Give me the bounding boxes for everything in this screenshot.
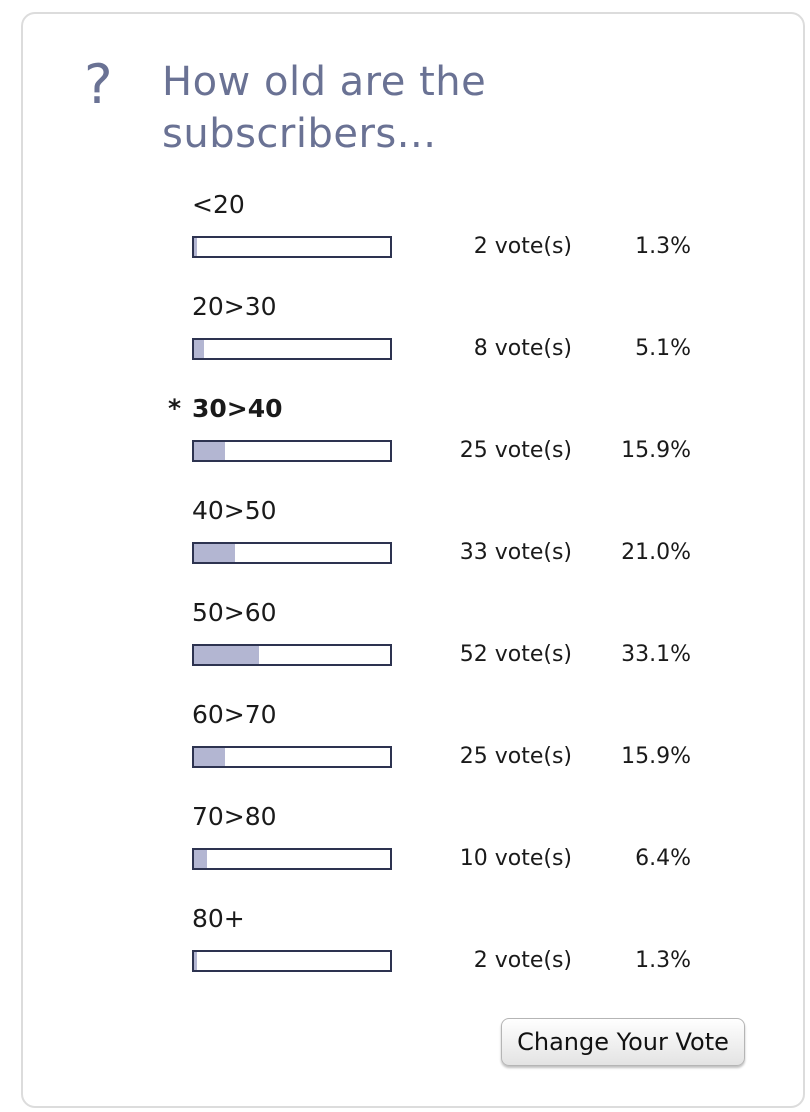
result-bar	[192, 848, 392, 870]
vote-count: 8 vote(s)	[473, 336, 572, 361]
vote-percent: 15.9%	[621, 438, 691, 463]
vote-percent: 1.3%	[635, 234, 691, 259]
poll-option: <20 2 vote(s) 1.3%	[0, 190, 810, 292]
vote-count: 25 vote(s)	[459, 438, 572, 463]
result-bar	[192, 338, 392, 360]
poll-option: * 30>40 25 vote(s) 15.9%	[0, 394, 810, 496]
option-label: 80+	[192, 904, 245, 933]
vote-count: 52 vote(s)	[459, 642, 572, 667]
result-bar-fill	[194, 544, 235, 562]
vote-count: 2 vote(s)	[473, 234, 572, 259]
result-bar-fill	[194, 952, 197, 970]
result-bar-fill	[194, 748, 225, 766]
poll-option: 40>50 33 vote(s) 21.0%	[0, 496, 810, 598]
option-label: 50>60	[192, 598, 277, 627]
vote-percent: 33.1%	[621, 642, 691, 667]
poll-option: 20>30 8 vote(s) 5.1%	[0, 292, 810, 394]
poll-option: 60>70 25 vote(s) 15.9%	[0, 700, 810, 802]
option-label: 70>80	[192, 802, 277, 831]
result-bar	[192, 644, 392, 666]
vote-percent: 21.0%	[621, 540, 691, 565]
vote-percent: 5.1%	[635, 336, 691, 361]
question-mark-icon: ?	[84, 53, 113, 116]
poll-option: 80+ 2 vote(s) 1.3%	[0, 904, 810, 1006]
poll-option: 50>60 52 vote(s) 33.1%	[0, 598, 810, 700]
option-label: 20>30	[192, 292, 277, 321]
change-your-vote-button[interactable]: Change Your Vote	[501, 1018, 745, 1066]
result-bar	[192, 542, 392, 564]
option-label-selected: 30>40	[192, 394, 283, 423]
result-bar	[192, 440, 392, 462]
result-bar	[192, 746, 392, 768]
option-label: 40>50	[192, 496, 277, 525]
result-bar	[192, 236, 392, 258]
result-bar-fill	[194, 340, 204, 358]
vote-count: 25 vote(s)	[459, 744, 572, 769]
result-bar-fill	[194, 850, 207, 868]
option-label: 60>70	[192, 700, 277, 729]
vote-count: 2 vote(s)	[473, 948, 572, 973]
result-bar-fill	[194, 238, 197, 256]
option-label: <20	[192, 190, 245, 219]
poll-option: 70>80 10 vote(s) 6.4%	[0, 802, 810, 904]
vote-percent: 1.3%	[635, 948, 691, 973]
selected-marker: *	[168, 394, 182, 423]
poll-question: How old are the subscribers...	[162, 59, 487, 157]
result-bar	[192, 950, 392, 972]
vote-percent: 15.9%	[621, 744, 691, 769]
result-bar-fill	[194, 442, 225, 460]
vote-count: 10 vote(s)	[459, 846, 572, 871]
vote-count: 33 vote(s)	[459, 540, 572, 565]
poll-card	[21, 12, 805, 1108]
result-bar-fill	[194, 646, 259, 664]
vote-percent: 6.4%	[635, 846, 691, 871]
